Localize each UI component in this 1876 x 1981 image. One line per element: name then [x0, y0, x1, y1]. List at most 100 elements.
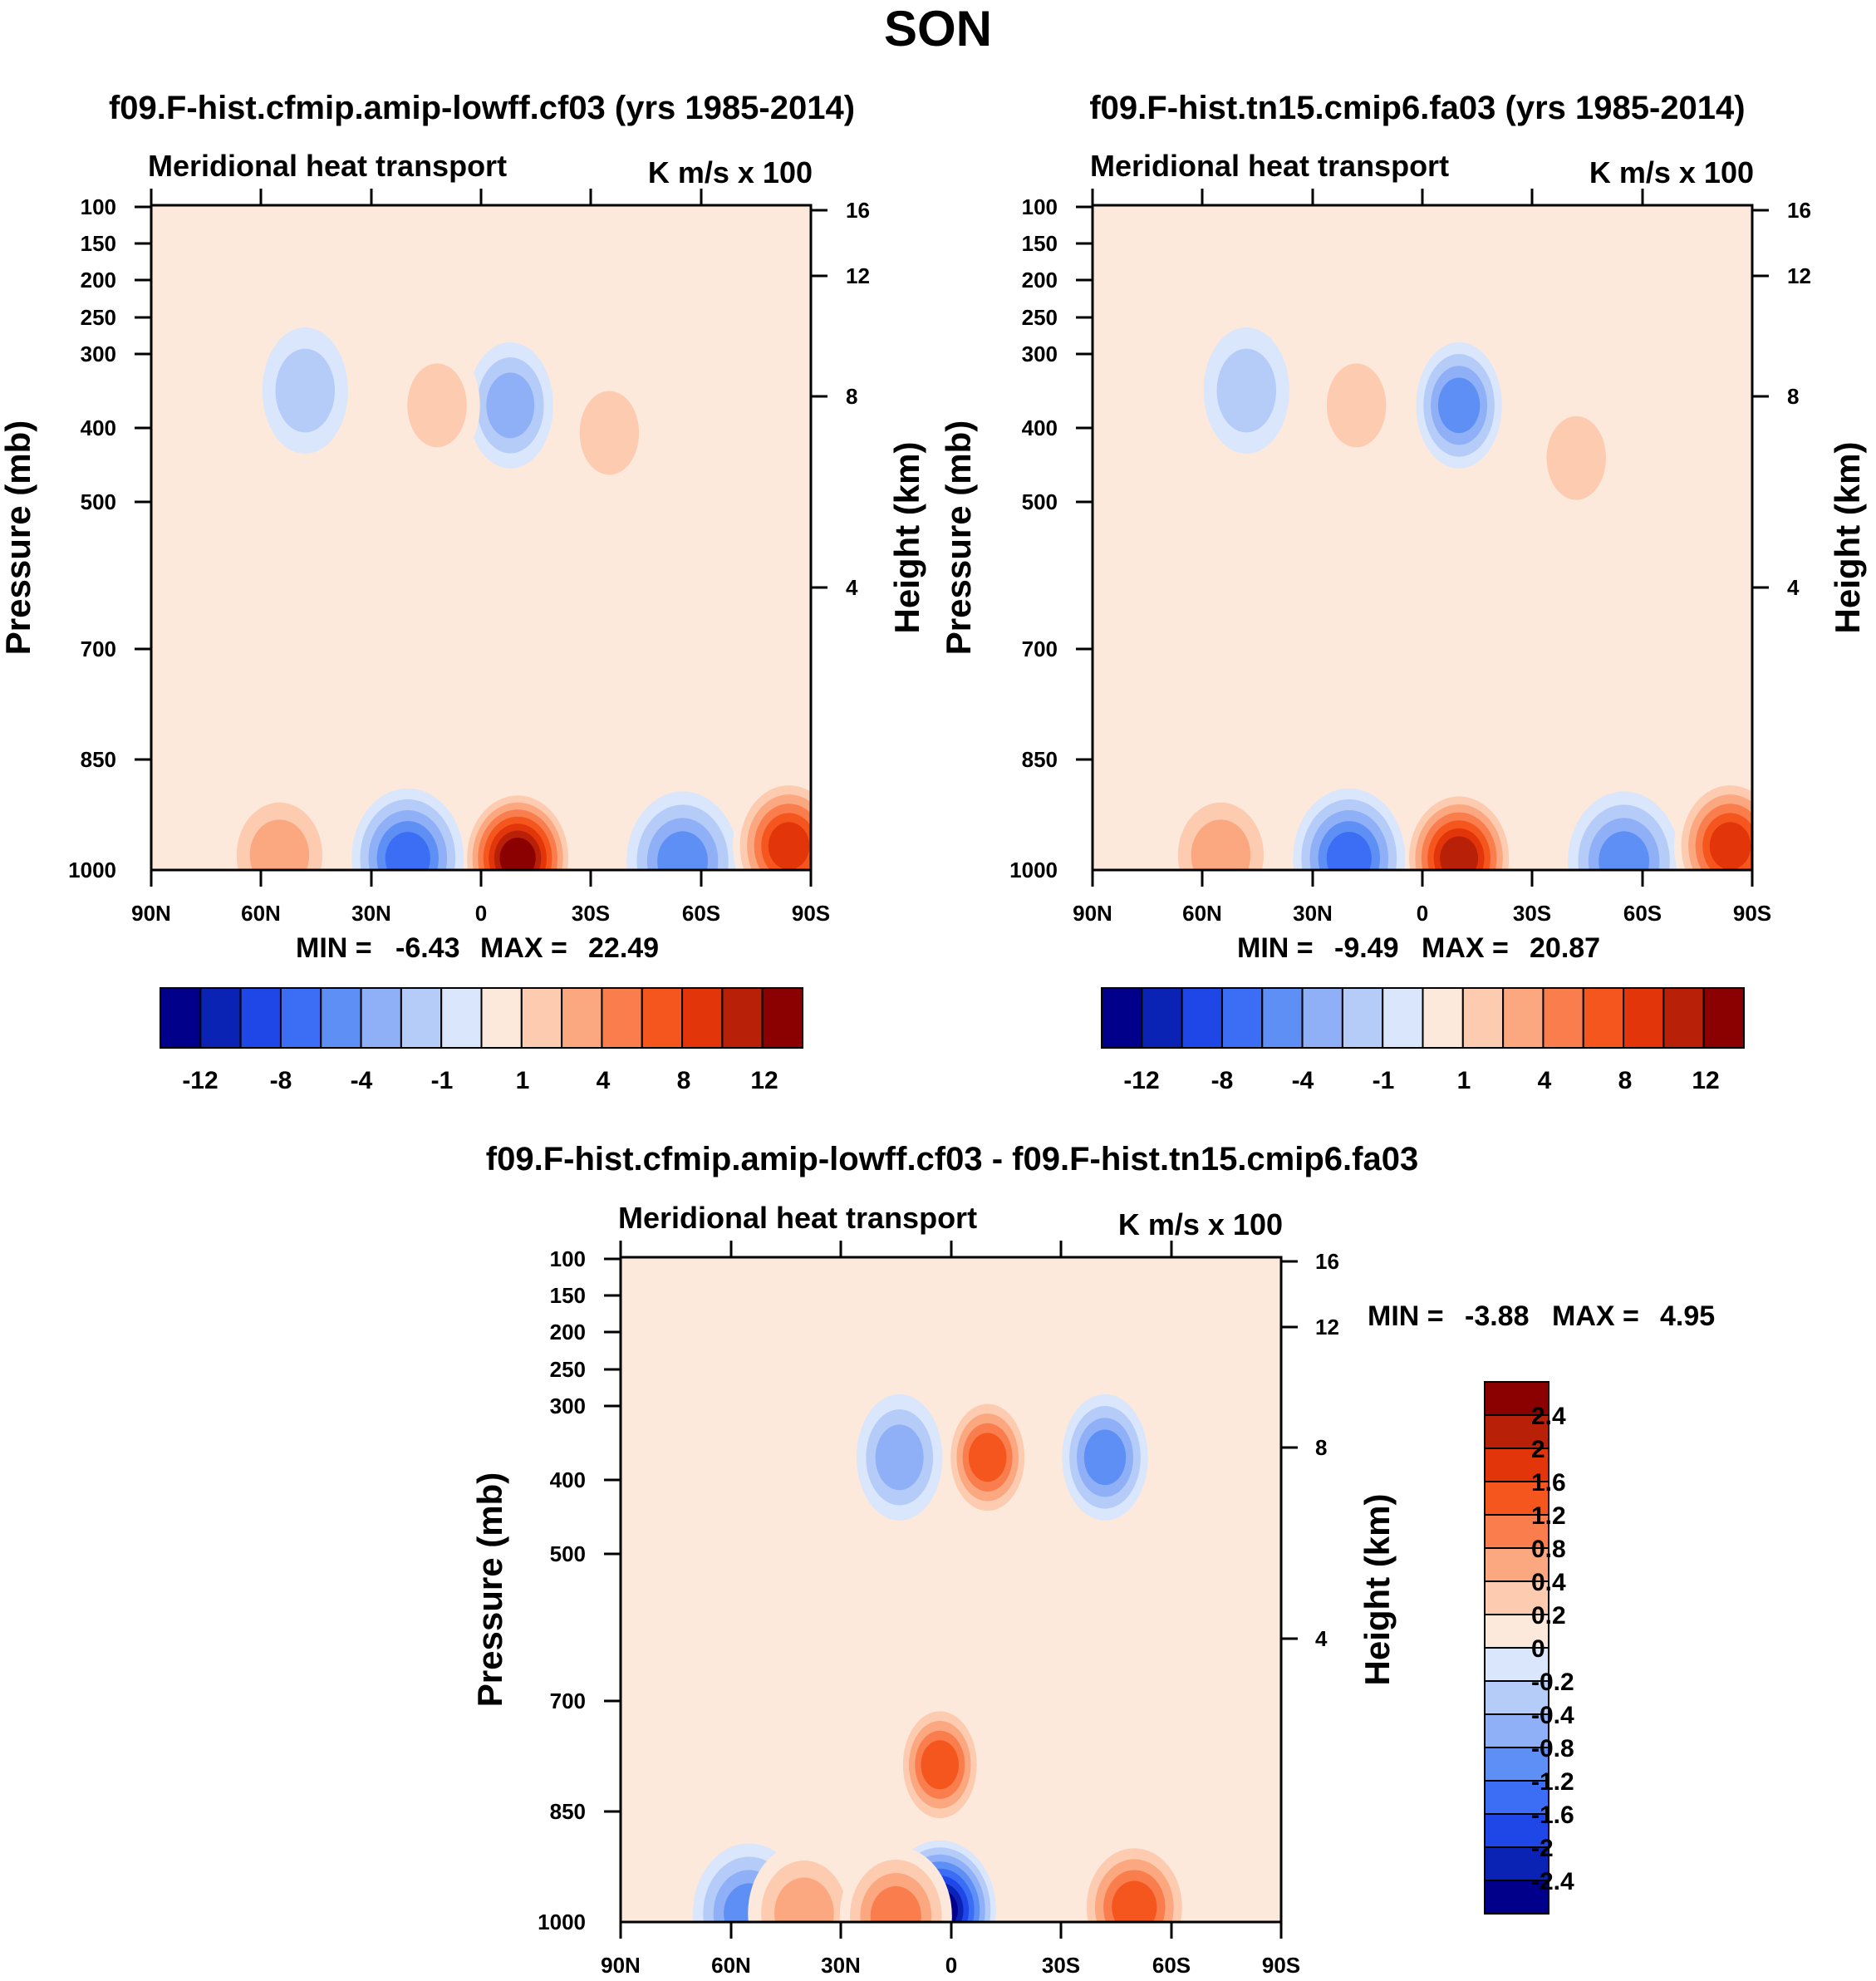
colorbar-label: -8	[270, 1067, 292, 1094]
y-tick: 150	[81, 231, 116, 256]
x-tick: 0	[1417, 901, 1428, 926]
contour-level	[486, 372, 535, 439]
colorbar-label: 4	[597, 1067, 611, 1094]
y-tick: 300	[550, 1394, 586, 1418]
colorbar-label: -0.4	[1531, 1702, 1574, 1729]
y-tick: 300	[81, 342, 116, 366]
panel-left: f09.F-hist.cfmip.amip-lowff.cf03 (yrs 19…	[0, 90, 926, 1094]
colorbar-box	[1623, 987, 1665, 1049]
colorbar-box	[1141, 987, 1183, 1049]
colorbar-label: 2	[1531, 1436, 1545, 1463]
contour-level	[499, 838, 536, 870]
contour-level	[768, 822, 810, 870]
x-tick: 30S	[572, 901, 610, 926]
x-tick: 60S	[682, 901, 720, 926]
contour-level	[657, 831, 709, 870]
y-tick: 400	[81, 415, 116, 440]
colorbar-label: 1.6	[1531, 1469, 1566, 1497]
colorbar-label: 8	[1618, 1067, 1633, 1094]
max-label: MAX =	[480, 932, 567, 964]
colorbar-label: 1	[516, 1067, 530, 1094]
min-label: MIN =	[296, 932, 372, 964]
y-tick: 400	[1022, 415, 1058, 440]
x-tick: 0	[475, 901, 487, 926]
colorbar-box	[1502, 987, 1545, 1049]
x-tick: 30N	[1293, 901, 1333, 926]
colorbar-box	[641, 987, 684, 1049]
y-tick: 300	[1022, 342, 1058, 366]
y-tick: 700	[81, 637, 116, 661]
y2-tick: 8	[1315, 1435, 1327, 1460]
colorbar-box	[761, 987, 803, 1049]
panel-left-colorbar	[160, 987, 803, 1049]
y2-tick: 12	[846, 263, 870, 288]
y-tick: 250	[550, 1357, 586, 1382]
panel-left-ylabel-right: Height (km)	[887, 442, 926, 634]
panel-left-subtitle: Meridional heat transport	[148, 149, 507, 183]
y-tick: 700	[550, 1689, 586, 1713]
panel-right: f09.F-hist.tn15.cmip6.fa03 (yrs 1985-201…	[939, 90, 1867, 1094]
colorbar-box	[440, 987, 483, 1049]
x-tick: 90S	[1262, 1953, 1300, 1978]
colorbar-label: -1.6	[1531, 1802, 1574, 1829]
field-background	[1093, 205, 1752, 870]
y-tick: 850	[81, 747, 116, 772]
colorbar-box	[1101, 987, 1143, 1049]
max-value: 22.49	[588, 932, 659, 964]
colorbar-box	[1662, 987, 1705, 1049]
contour-level	[407, 363, 467, 448]
min-label: MIN =	[1237, 932, 1314, 964]
colorbar-label: -12	[1123, 1067, 1159, 1094]
colorbar-box	[1261, 987, 1304, 1049]
colorbar-box	[1484, 1481, 1549, 1516]
x-tick: 60N	[711, 1953, 751, 1978]
contour-level	[1437, 377, 1481, 434]
colorbar-box	[1542, 987, 1584, 1049]
y-tick: 1000	[68, 858, 116, 882]
colorbar-box	[520, 987, 563, 1049]
y-tick: 500	[550, 1541, 586, 1566]
contour-level	[1599, 831, 1650, 870]
panel-diff-ylabel-right: Height (km)	[1358, 1494, 1397, 1686]
figure-title: SON	[884, 1, 992, 57]
panel-left-units: K m/s x 100	[648, 155, 813, 189]
y2-tick: 16	[1315, 1249, 1339, 1274]
y-tick: 100	[550, 1246, 586, 1271]
colorbar-label: -2.4	[1531, 1868, 1574, 1895]
panel-right-subtitle: Meridional heat transport	[1090, 149, 1449, 183]
colorbar-box	[1484, 1780, 1549, 1815]
contour-level	[1191, 819, 1251, 870]
colorbar-label: 12	[750, 1067, 778, 1094]
x-tick: 0	[945, 1953, 957, 1978]
panel-diff-colorbar	[1484, 1381, 1549, 1915]
colorbar-label: -0.2	[1531, 1669, 1574, 1696]
y2-tick: 4	[846, 575, 858, 600]
y-tick: 500	[81, 489, 116, 514]
x-tick: 60N	[1182, 901, 1222, 926]
y2-tick: 12	[1315, 1315, 1339, 1340]
min-label: MIN =	[1368, 1300, 1444, 1332]
panel-right-right-axis: 16 12 8 4 Height (km)	[1752, 198, 1867, 634]
y2-tick: 16	[846, 198, 870, 223]
x-tick: 30N	[821, 1953, 861, 1978]
panel-diff-units: K m/s x 100	[1118, 1207, 1283, 1241]
y-tick: 1000	[1009, 858, 1058, 882]
panel-left-colorbar-labels: -12 -8 -4 -1 1 4 8 12	[182, 1067, 778, 1094]
panel-left-left-axis: 100 150 200 250 300 400 500 700 850 1000…	[0, 194, 151, 882]
y2-tick: 8	[1787, 384, 1799, 409]
contour-level	[1709, 822, 1751, 870]
colorbar-box	[320, 987, 362, 1049]
colorbar-label: -1	[431, 1067, 454, 1094]
x-tick: 60N	[241, 901, 281, 926]
colorbar-box	[1341, 987, 1384, 1049]
contour-level	[875, 1424, 924, 1491]
min-value: -3.88	[1465, 1300, 1530, 1332]
colorbar-box	[561, 987, 603, 1049]
field-background	[151, 205, 811, 870]
y2-tick: 12	[1787, 263, 1811, 288]
colorbar-label: 8	[677, 1067, 691, 1094]
panel-diff-minmax: MIN = -3.88 MAX = 4.95	[1368, 1300, 1715, 1332]
colorbar-box	[360, 987, 402, 1049]
colorbar-box	[160, 987, 202, 1049]
colorbar-label: -12	[182, 1067, 218, 1094]
